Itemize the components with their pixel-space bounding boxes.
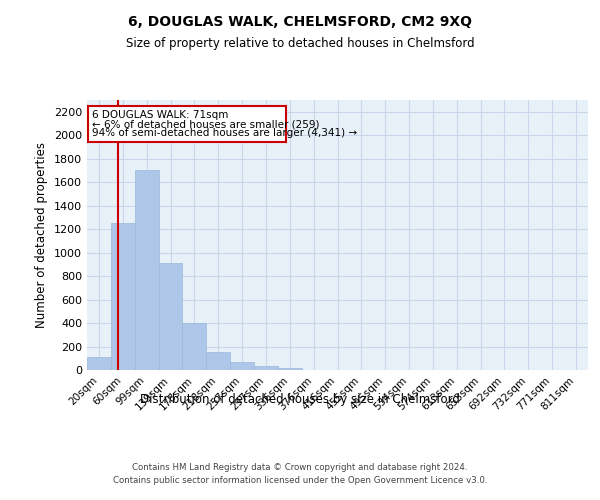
Text: ← 6% of detached houses are smaller (259): ← 6% of detached houses are smaller (259… [92,119,319,129]
Bar [182,323,206,370]
Bar [254,366,278,370]
Text: Contains HM Land Registry data © Crown copyright and database right 2024.: Contains HM Land Registry data © Crown c… [132,462,468,471]
Text: Contains public sector information licensed under the Open Government Licence v3: Contains public sector information licen… [113,476,487,485]
Text: Distribution of detached houses by size in Chelmsford: Distribution of detached houses by size … [140,392,460,406]
Text: Size of property relative to detached houses in Chelmsford: Size of property relative to detached ho… [125,38,475,51]
Text: 6, DOUGLAS WALK, CHELMSFORD, CM2 9XQ: 6, DOUGLAS WALK, CHELMSFORD, CM2 9XQ [128,15,472,29]
Text: 6 DOUGLAS WALK: 71sqm: 6 DOUGLAS WALK: 71sqm [92,110,228,120]
Bar [111,224,135,370]
FancyBboxPatch shape [88,106,286,142]
Text: 94% of semi-detached houses are larger (4,341) →: 94% of semi-detached houses are larger (… [92,128,357,138]
Y-axis label: Number of detached properties: Number of detached properties [35,142,49,328]
Bar [206,352,230,370]
Bar [230,362,254,370]
Bar [278,368,302,370]
Bar [158,263,182,370]
Bar [87,357,111,370]
Bar [135,170,158,370]
